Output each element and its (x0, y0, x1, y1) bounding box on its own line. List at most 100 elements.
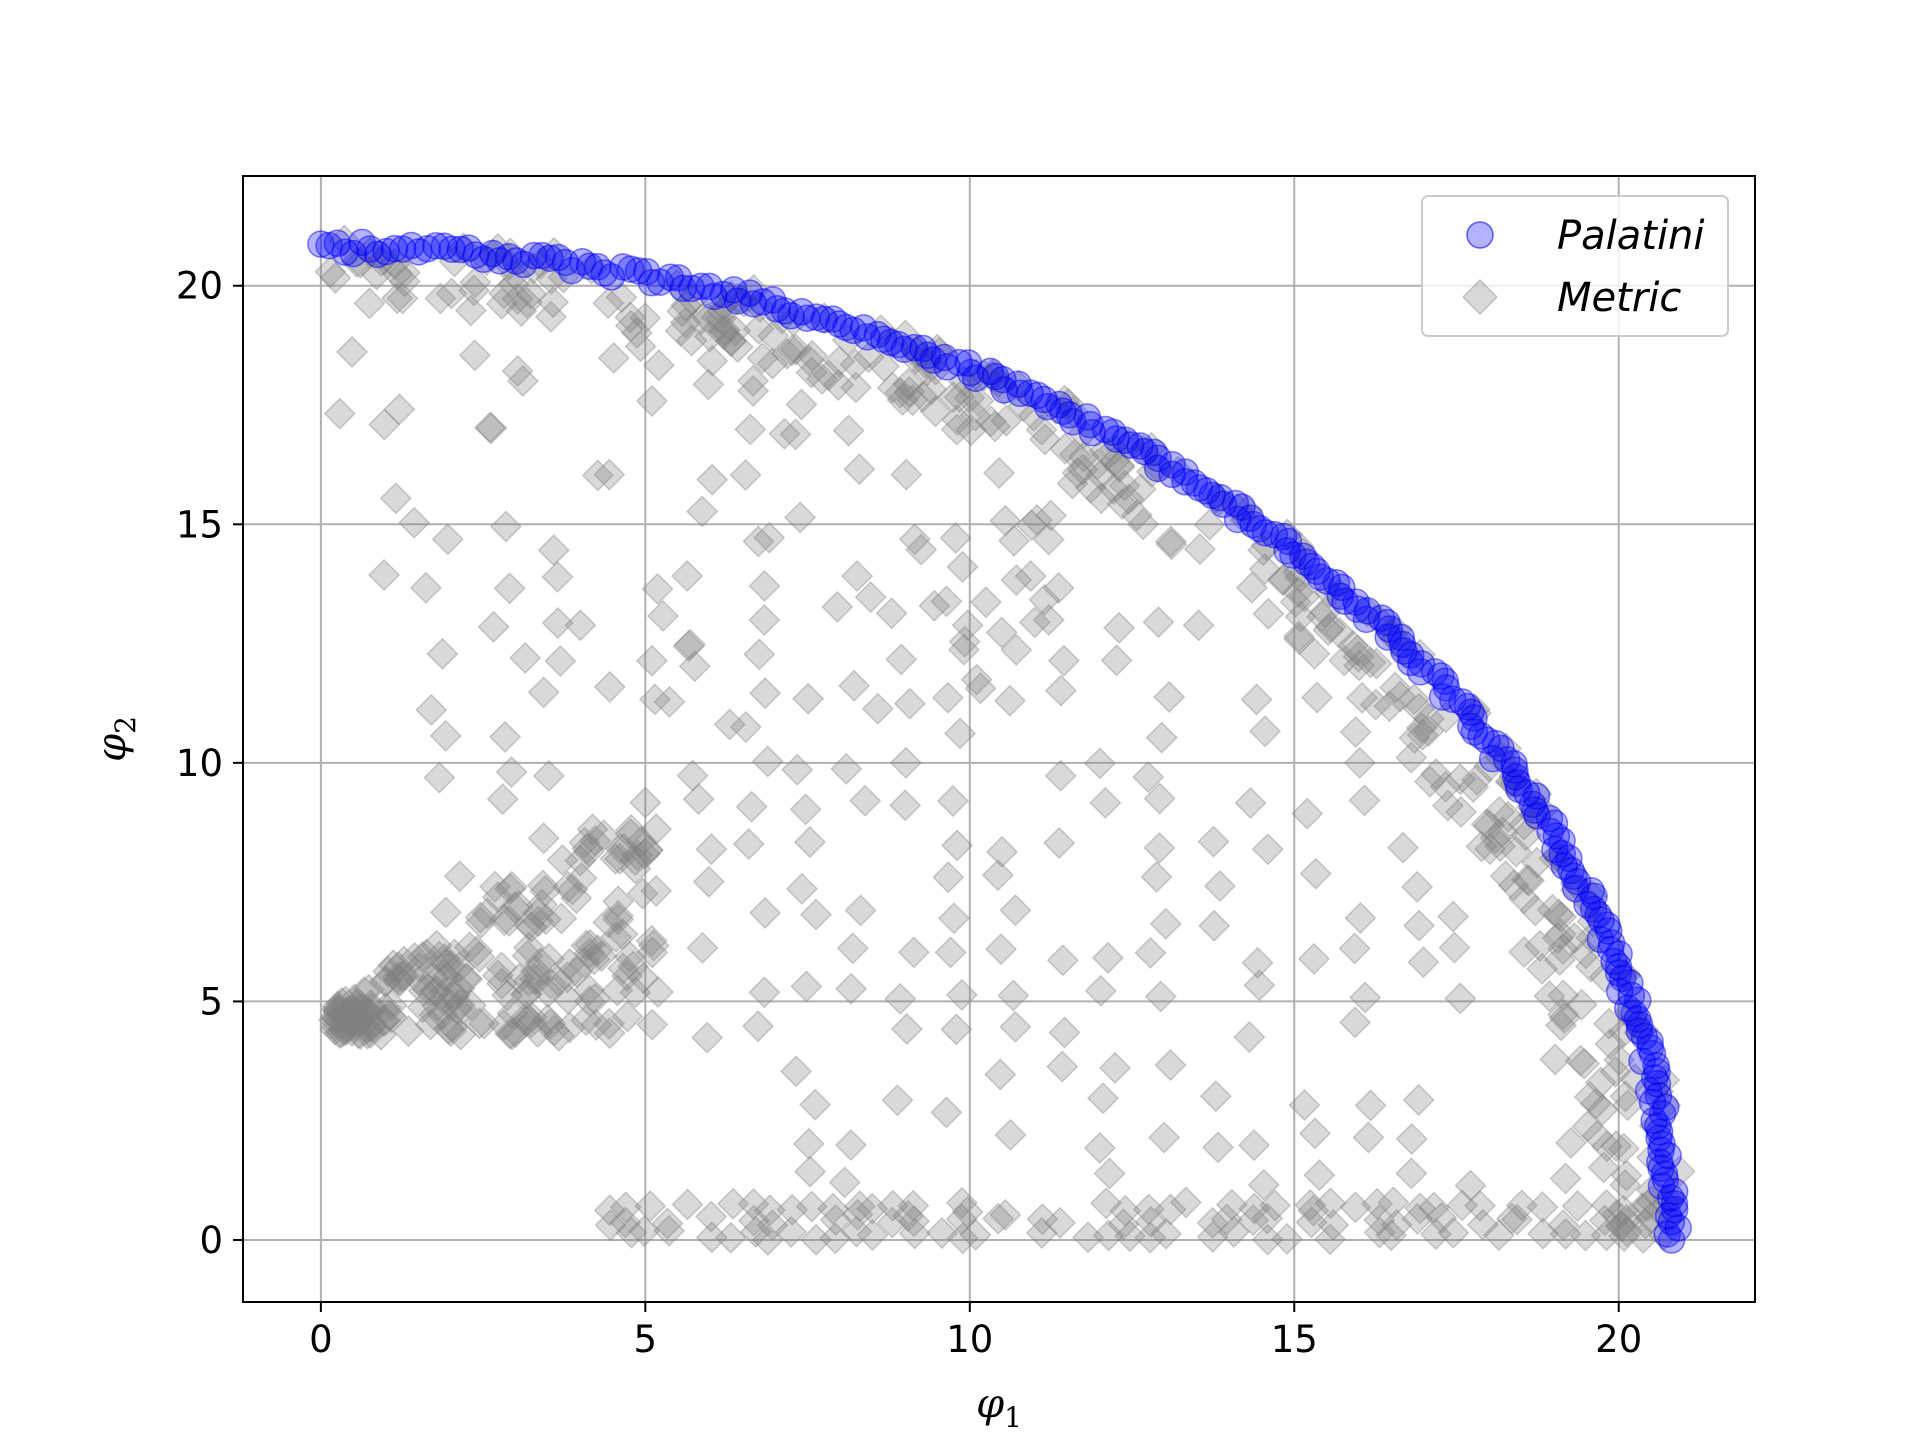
metric-point-31 (940, 413, 973, 446)
metric-point-907 (501, 354, 534, 388)
metric-point-157 (1413, 765, 1447, 798)
metric-point-449 (327, 1013, 360, 1046)
metric-point-536 (603, 842, 637, 875)
metric-point-377 (1196, 1220, 1229, 1253)
x-axis-label: φ1 (976, 1381, 1022, 1434)
metric-point-594 (338, 983, 371, 1016)
metric-point-327 (653, 1214, 686, 1247)
metric-point-912 (1018, 606, 1051, 639)
legend-label-metric: Metric (1557, 275, 1681, 321)
metric-point-130 (770, 337, 804, 370)
metric-point-628 (538, 1014, 571, 1047)
metric-point-83 (892, 367, 925, 400)
metric-point-816 (1182, 609, 1215, 642)
metric-point-402 (1425, 1201, 1458, 1235)
metric-point-457 (366, 1004, 400, 1037)
metric-point-672 (544, 644, 577, 678)
palatini-point-122 (1303, 557, 1331, 586)
metric-point-673 (541, 606, 574, 640)
metric-point-61 (1431, 789, 1464, 822)
metric-point-909 (737, 364, 770, 397)
metric-point-722 (793, 826, 826, 859)
metric-point-27 (1384, 680, 1417, 713)
metric-point-902 (501, 282, 534, 315)
metric-point-132 (1512, 864, 1546, 897)
metric-point-75 (706, 314, 739, 347)
metric-point-67 (1112, 483, 1145, 516)
metric-point-164 (719, 314, 752, 347)
metric-point-591 (354, 1010, 387, 1043)
metric-point-29 (1298, 637, 1331, 670)
metric-point-848 (1395, 1157, 1428, 1190)
metric-point-910 (666, 295, 699, 328)
y-tick-label-3: 15 (176, 503, 223, 546)
metric-point-448 (330, 1004, 363, 1038)
metric-point-636 (332, 1001, 365, 1034)
metric-point-779 (1043, 826, 1076, 860)
metric-point-510 (352, 1004, 385, 1038)
metric-point-361 (982, 1202, 1015, 1235)
metric-point-870 (1607, 1132, 1640, 1165)
metric-point-324 (609, 1191, 642, 1224)
metric-point-494 (372, 955, 405, 988)
metric-point-729 (828, 1166, 861, 1199)
metric-point-721 (785, 872, 819, 905)
metric-point-562 (496, 997, 529, 1030)
metric-point-468 (383, 964, 416, 998)
metric-point-829 (1303, 1159, 1336, 1192)
metric-point-668 (526, 869, 559, 902)
metric-point-733 (844, 894, 877, 927)
metric-point-248 (1155, 528, 1188, 561)
metric-point-76 (1266, 564, 1300, 597)
metric-point-298 (386, 282, 419, 315)
metric-point-232 (867, 350, 901, 383)
metric-point-609 (522, 905, 555, 938)
metric-point-698 (686, 495, 719, 528)
metric-point-806 (1132, 761, 1165, 794)
metric-point-865 (1554, 1126, 1588, 1159)
metric-point-772 (993, 684, 1027, 717)
palatini-point-142 (1185, 474, 1214, 502)
metric-point-908 (367, 558, 401, 592)
metric-point-717 (799, 1088, 832, 1121)
metric-point-163 (941, 404, 974, 437)
metric-point-776 (1046, 1050, 1079, 1083)
metric-point-568 (546, 844, 579, 877)
metric-point-183 (1579, 1087, 1612, 1120)
metric-point-903 (653, 685, 686, 718)
metric-point-438 (524, 947, 557, 980)
metric-point-881 (692, 368, 725, 401)
metric-point-547 (344, 1017, 377, 1051)
legend-marker-metric (1461, 278, 1499, 316)
metric-point-764 (994, 1118, 1027, 1151)
metric-point-374 (1149, 1217, 1182, 1250)
metric-point-889 (475, 412, 508, 445)
metric-point-538 (552, 982, 585, 1016)
metric-point-435 (606, 918, 639, 951)
metric-point-738 (891, 1199, 925, 1233)
metric-point-376 (1169, 1186, 1202, 1219)
metric-point-911 (1015, 508, 1048, 542)
metric-point-348 (843, 1190, 876, 1223)
metric-point-10 (1599, 1055, 1632, 1088)
metric-point-476 (406, 991, 439, 1024)
metric-point-879 (989, 504, 1022, 537)
metric-point-597 (420, 929, 453, 962)
metric-point-500 (340, 989, 373, 1022)
metric-point-795 (1100, 644, 1133, 677)
metric-point-685 (635, 644, 668, 677)
metric-point-497 (325, 1016, 358, 1049)
metric-point-635 (319, 1009, 352, 1042)
metric-point-637 (375, 1001, 408, 1034)
metric-point-508 (463, 940, 496, 973)
metric-point-860 (1495, 1202, 1528, 1235)
metric-point-355 (897, 1189, 930, 1222)
metric-point-434 (498, 891, 531, 924)
metric-point-340 (775, 1215, 808, 1248)
metric-point-747 (890, 458, 923, 491)
metric-point-182 (1479, 822, 1512, 855)
metric-point-471 (564, 844, 597, 877)
metric-point-728 (841, 1198, 874, 1231)
metric-point-440 (434, 949, 467, 982)
metric-point-610 (581, 934, 614, 967)
